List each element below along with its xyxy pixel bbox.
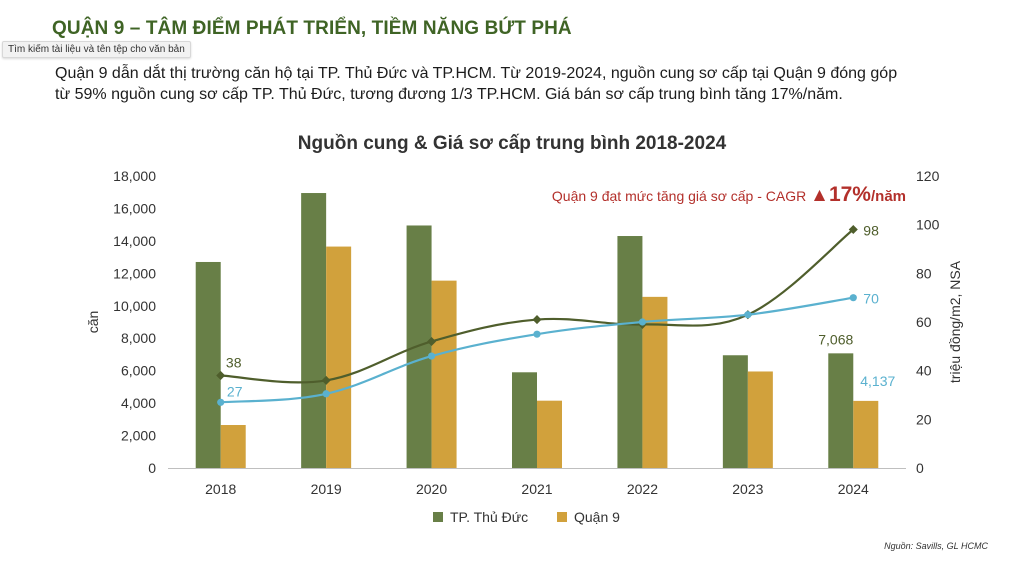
bar-quan9-2023 <box>747 371 773 468</box>
x-tick-label: 2019 <box>311 481 342 497</box>
point-thu-duc-price-2021 <box>532 315 542 325</box>
data-label: 4,137 <box>860 373 895 389</box>
data-label: 98 <box>863 223 879 239</box>
y-tick-label: 8,000 <box>121 330 156 346</box>
y2-tick-label: 40 <box>916 363 932 379</box>
bar-thu-duc-2023 <box>722 355 748 468</box>
point-thu-duc-price-2018 <box>216 371 226 381</box>
legend: TP. Thủ Đức Quận 9 <box>433 509 620 525</box>
bar-thu-duc-2022 <box>617 236 643 468</box>
bar-quan9-2021 <box>537 400 562 468</box>
y-tick-label: 12,000 <box>113 265 156 281</box>
legend-swatch <box>433 512 443 522</box>
x-tick-label: 2023 <box>732 481 763 497</box>
cagr-annotation: Quận 9 đạt mức tăng giá sơ cấp - CAGR ▲1… <box>552 183 906 206</box>
point-quan9-price-2018 <box>217 398 225 406</box>
chart-title: Nguồn cung & Giá sơ cấp trung bình 2018-… <box>297 133 727 154</box>
bar-thu-duc-2024 <box>828 353 854 468</box>
page-heading: QUẬN 9 – TÂM ĐIỂM PHÁT TRIỂN, TIỀM NĂNG … <box>52 18 572 39</box>
y2-tick-label: 20 <box>916 411 932 427</box>
data-labels-layer: 38 98 27 70 7,068 4,137 Quận 9 đạt mức tăng gi… <box>226 183 906 399</box>
bar-quan9-2019 <box>326 246 352 468</box>
y2-tick-label: 80 <box>916 265 932 281</box>
x-tick-label: 2024 <box>838 481 869 497</box>
intro-line-2: từ 59% nguồn cung sơ cấp TP. Thủ Đức, tư… <box>55 86 843 103</box>
y2-tick-label: 60 <box>916 314 932 330</box>
y-axis-title: căn <box>85 311 101 334</box>
legend-label: TP. Thủ Đức <box>450 509 528 525</box>
point-quan9-price-2022 <box>638 318 647 326</box>
y2-tick-label: 120 <box>916 168 940 184</box>
y2-tick-label: 100 <box>916 217 940 233</box>
bar-quan9-2024 <box>853 400 879 468</box>
intro-line-1: Quận 9 dẫn dắt thị trường căn hộ tại TP.… <box>55 65 898 82</box>
legend-label: Quận 9 <box>574 509 620 525</box>
y-tick-label: 18,000 <box>113 168 156 184</box>
point-quan9-price-2021 <box>533 330 541 338</box>
legend-swatch <box>557 512 567 522</box>
bar-quan9-2018 <box>220 425 246 468</box>
data-label: 38 <box>226 355 242 371</box>
search-tooltip: Tìm kiếm tài liệu và tên tệp cho văn bản <box>2 41 191 58</box>
source-note: Nguồn: Savills, GL HCMC <box>884 541 988 551</box>
x-tick-label: 2018 <box>205 481 236 497</box>
point-quan9-price-2019 <box>322 390 330 398</box>
bar-thu-duc-2018 <box>195 261 221 468</box>
y-tick-label: 2,000 <box>121 428 156 444</box>
bars-layer <box>195 193 879 469</box>
y2-axis-title: triệu đồng/m2, NSA <box>947 260 963 383</box>
point-quan9-price-2024 <box>849 294 857 302</box>
y-tick-label: 10,000 <box>113 298 156 314</box>
data-label: 27 <box>227 383 243 399</box>
bar-thu-duc-2021 <box>512 372 537 468</box>
y2-tick-label: 0 <box>916 460 924 476</box>
point-quan9-price-2023 <box>744 311 752 319</box>
x-tick-label: 2021 <box>521 481 552 497</box>
data-label: 7,068 <box>818 331 853 347</box>
axes-layer: 0 2,000 4,000 6,000 8,000 10,000 12,000 14,000 1… <box>85 168 963 497</box>
data-label: 70 <box>863 291 879 307</box>
y-tick-label: 14,000 <box>113 233 156 249</box>
y-tick-label: 4,000 <box>121 395 156 411</box>
bar-thu-duc-2019 <box>301 193 327 469</box>
intro-paragraph: Quận 9 dẫn dắt thị trường căn hộ tại TP.… <box>55 63 990 105</box>
point-quan9-price-2020 <box>427 352 436 360</box>
y-tick-label: 16,000 <box>113 200 156 216</box>
y-tick-label: 0 <box>148 460 156 476</box>
x-tick-label: 2020 <box>416 481 447 497</box>
bar-quan9-2020 <box>431 280 457 468</box>
y-tick-label: 6,000 <box>121 363 156 379</box>
lines-layer <box>216 225 858 406</box>
x-tick-label: 2022 <box>627 481 658 497</box>
